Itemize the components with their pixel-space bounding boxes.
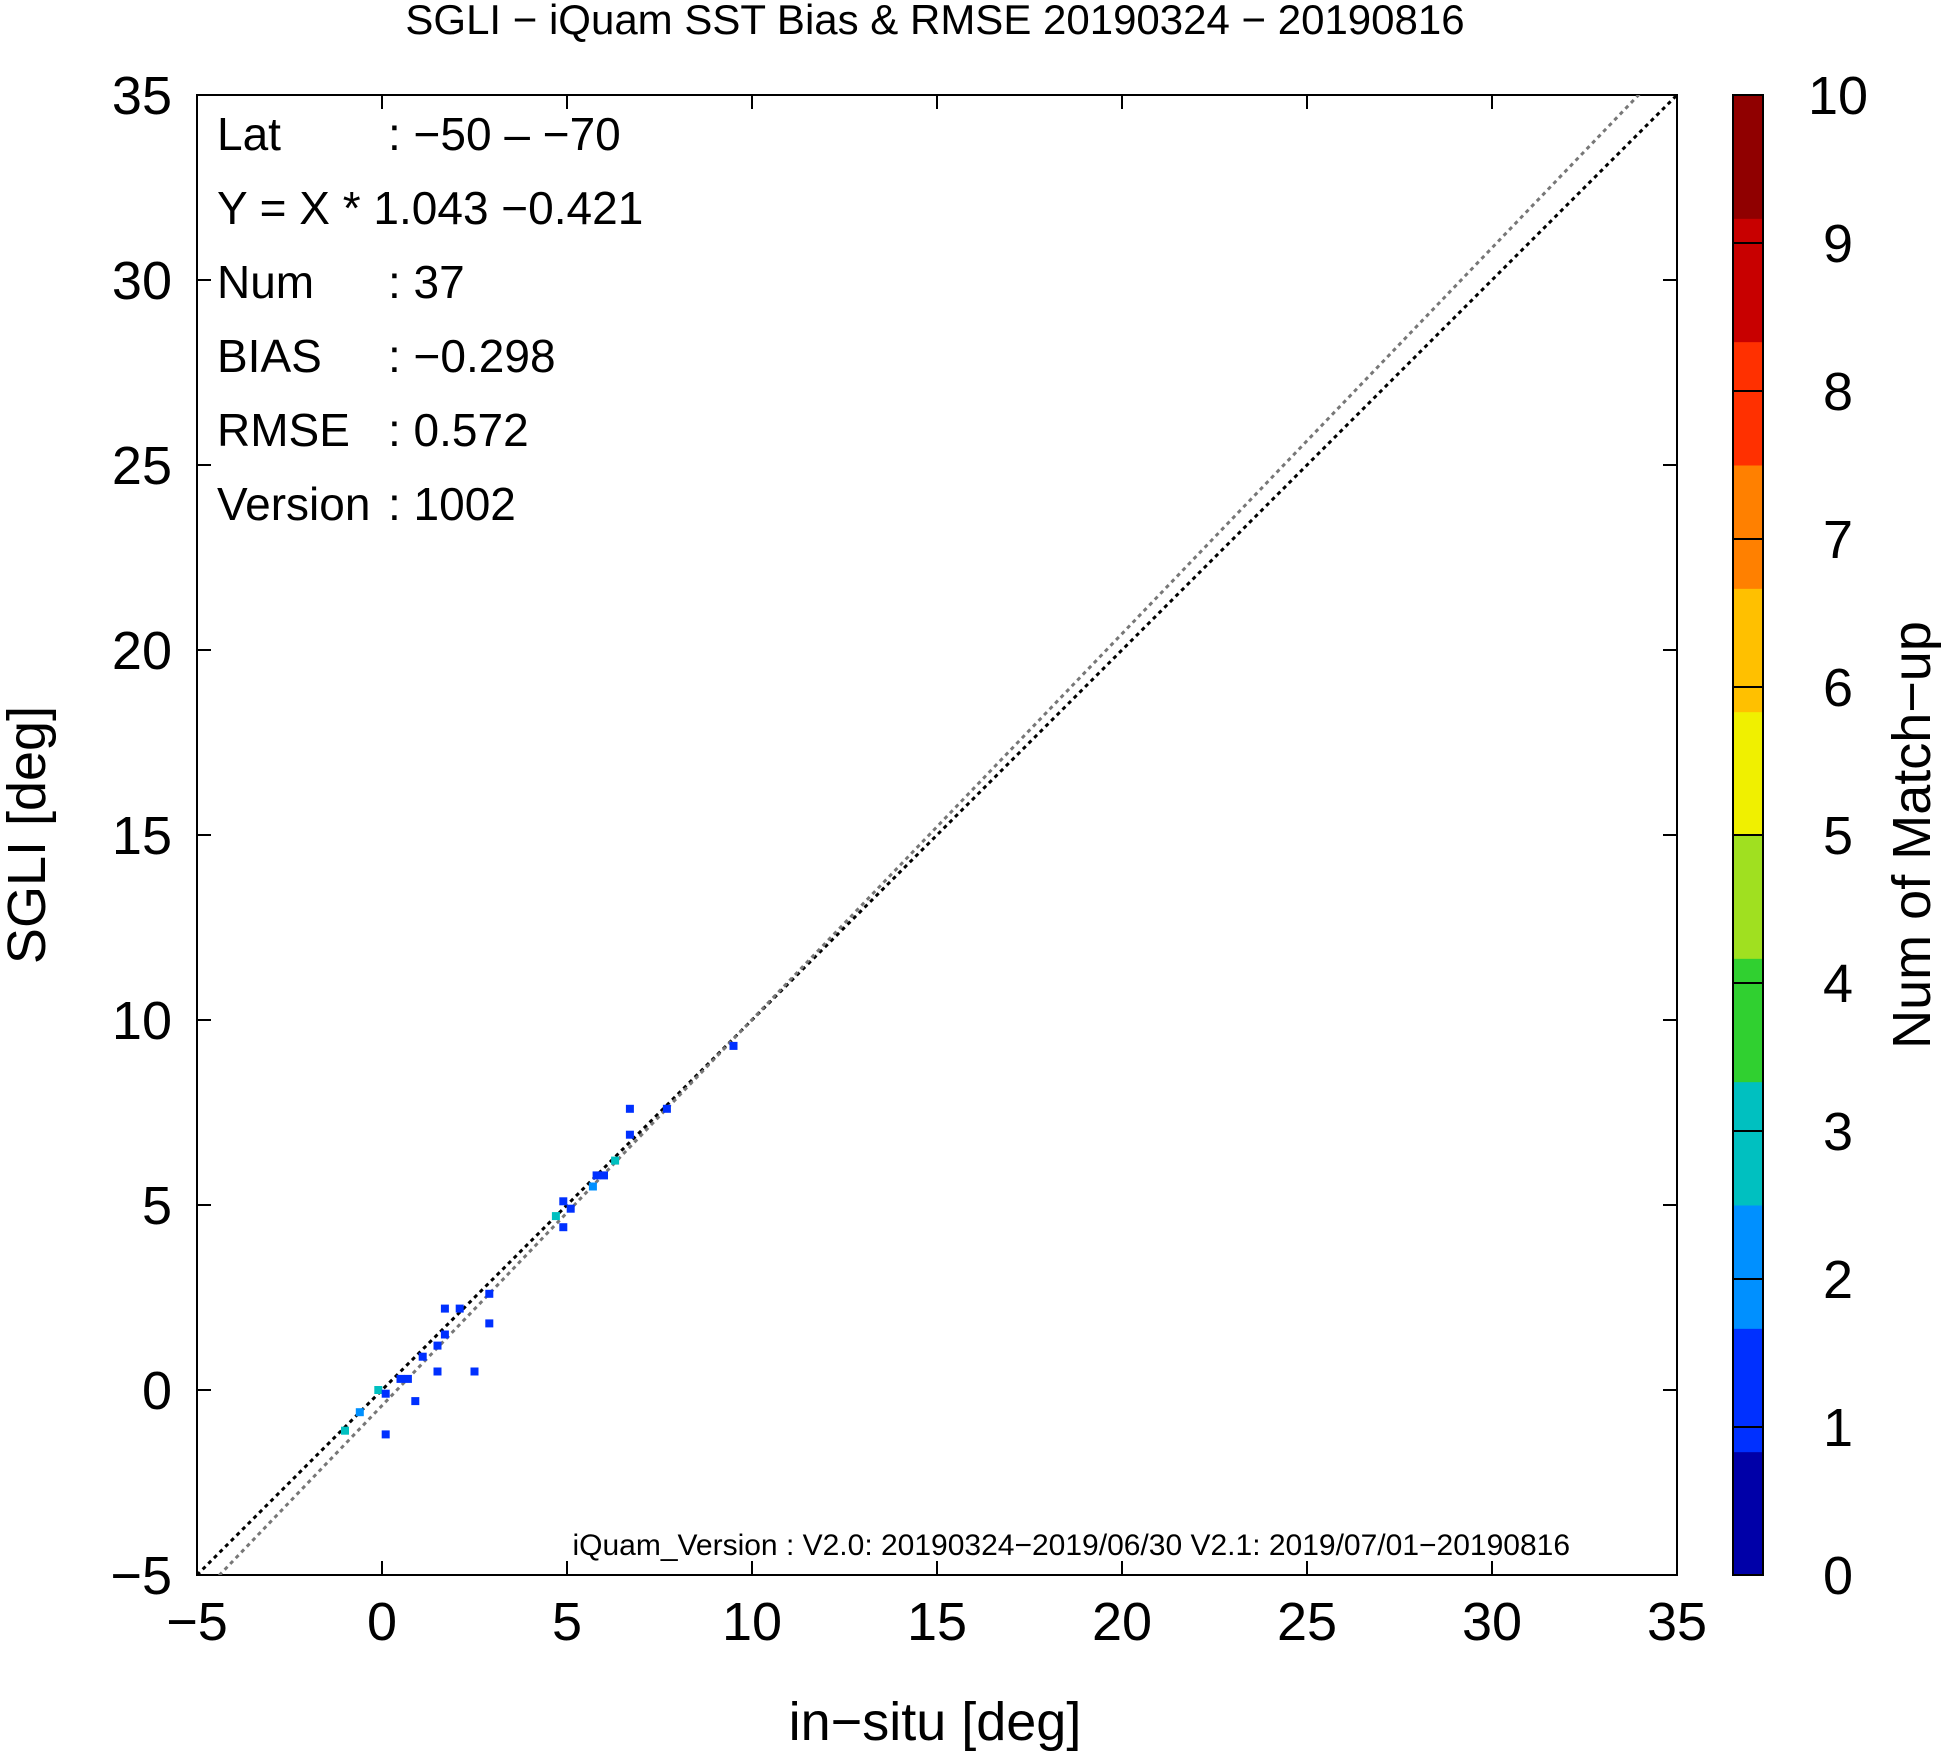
data-point [374,1386,383,1394]
scatter-points [341,1041,738,1439]
data-point [592,1171,601,1180]
y-tick-label: 0 [142,1361,172,1421]
y-tick-label: 5 [142,1176,172,1236]
colorbar-segment [1733,711,1763,836]
y-tick-label: 15 [112,806,172,866]
data-point [440,1304,449,1313]
colorbar-segment [1733,588,1763,713]
colorbar-segment [1733,1451,1763,1576]
data-point [341,1426,349,1435]
data-point [625,1104,634,1113]
chart-title: SGLI − iQuam SST Bias & RMSE 20190324 − … [405,0,1464,43]
x-tick-label: 20 [1092,1592,1152,1652]
x-axis-label: in−situ [deg] [789,1692,1082,1752]
data-point [403,1374,412,1383]
stat-value: : −0.298 [388,330,556,382]
footnote: iQuam_Version : V2.0: 20190324−2019/06/3… [573,1529,1571,1562]
data-point [559,1197,568,1206]
stat-label: Num [217,256,314,308]
colorbar-tick-label: 0 [1823,1546,1853,1606]
colorbar-tick-label: 4 [1823,954,1853,1014]
colorbar-segment [1733,1205,1763,1329]
colorbar-tick-label: 5 [1823,806,1853,866]
stat-value: : 1002 [388,478,516,530]
x-tick-label: 0 [367,1592,397,1652]
y-tick-label: 30 [112,251,172,311]
data-point [485,1319,494,1328]
x-tick-label: 25 [1277,1592,1337,1652]
colorbar-tick-label: 10 [1808,66,1868,126]
colorbar-segment [1733,341,1763,466]
data-point [411,1397,420,1406]
data-point [440,1330,449,1339]
colorbar-tick-label: 2 [1823,1250,1853,1310]
stat-label: Lat [217,108,281,160]
data-point [729,1041,738,1050]
colorbar-segment [1733,95,1763,219]
colorbar-tick-label: 7 [1823,510,1853,570]
x-axis-ticks: −5 0 5 10 15 20 25 30 35 [166,95,1707,1652]
y-tick-label: 10 [112,991,172,1051]
colorbar-tick-label: 6 [1823,658,1853,718]
y-tick-label: −5 [110,1546,172,1606]
colorbar-segment [1733,958,1763,1083]
colorbar-segment [1733,465,1763,589]
stat-value: : 37 [388,256,465,308]
colorbar-segment [1733,1328,1763,1453]
data-point [418,1352,427,1361]
data-point [470,1367,479,1376]
data-point [455,1304,464,1313]
x-tick-label: 15 [907,1592,967,1652]
reference-lines [197,95,1677,1575]
y-axis-ticks: −5 0 5 10 15 20 25 30 35 [110,66,1677,1606]
data-point [559,1223,568,1232]
colorbar-segment [1733,835,1763,959]
colorbar-tick-label: 8 [1823,362,1853,422]
colorbar-tick-label: 9 [1823,214,1853,274]
stats-box: Lat : −50 – −70 Y = X * 1.043 −0.421 Num : 3… [217,108,643,530]
x-tick-label: 30 [1462,1592,1522,1652]
stat-label: RMSE [217,404,350,456]
colorbar: 0 1 2 3 4 5 6 7 8 9 10 [1732,66,1868,1606]
colorbar-tick-label: 1 [1823,1398,1853,1458]
data-point [433,1367,442,1376]
data-point [396,1374,405,1383]
stat-label: BIAS [217,330,322,382]
colorbar-tick-label: 3 [1823,1102,1853,1162]
x-tick-label: 10 [722,1592,782,1652]
data-point [566,1204,575,1213]
data-point [381,1389,390,1398]
data-point [433,1341,442,1350]
data-point [662,1104,671,1113]
y-axis-label: SGLI [deg] [0,706,57,964]
data-point [381,1430,390,1439]
y-tick-label: 20 [112,621,172,681]
reference-line-1-1 [197,95,1677,1575]
data-point [551,1212,560,1221]
x-tick-label: 35 [1647,1592,1707,1652]
colorbar-label: Num of Match−up [1882,621,1942,1049]
data-point [355,1408,364,1417]
x-tick-label: −5 [166,1592,228,1652]
colorbar-segment [1733,1081,1763,1206]
y-tick-label: 25 [112,436,172,496]
stat-value: : 0.572 [388,404,529,456]
colorbar-segment [1733,218,1763,343]
data-point [600,1171,608,1180]
data-point [611,1156,620,1165]
data-point [588,1182,597,1191]
stat-value: : −50 – −70 [388,108,621,160]
x-tick-label: 5 [552,1592,582,1652]
data-point [485,1289,494,1298]
y-tick-label: 35 [112,66,172,126]
stat-label: Y = X * 1.043 −0.421 [217,182,643,234]
stat-label: Version [217,478,370,530]
data-point [625,1130,634,1139]
